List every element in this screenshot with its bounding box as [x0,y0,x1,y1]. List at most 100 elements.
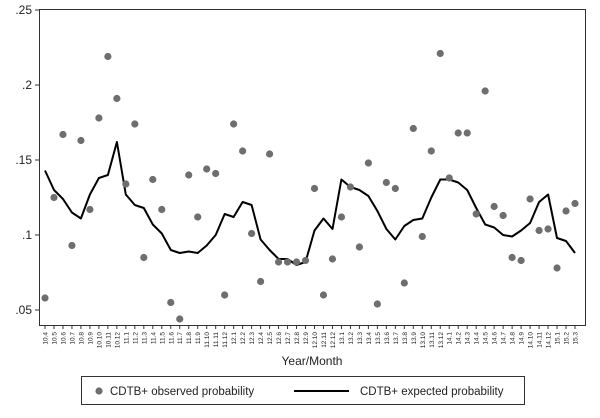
observed-point [194,213,202,221]
observed-point [319,291,328,299]
observed-point [131,120,139,128]
x-tick-label: 11.9 [195,332,202,345]
x-tick-label: 13.4 [366,332,373,345]
x-tick-label: 12.9 [303,332,310,345]
x-tick-label: 14.6 [492,332,499,345]
data-marks [41,49,579,323]
x-tick-label: 14.7 [501,332,508,345]
x-tick-label: 14.2 [456,332,463,345]
legend-label-observed: CDTB+ observed probability [110,386,254,398]
x-tick-label: 12.7 [285,332,292,345]
observed-point [212,169,220,178]
x-tick-label: 13.10 [420,332,427,349]
observed-point [346,183,355,191]
legend-label-expected: CDTB+ expected probability [360,386,504,398]
observed-point [274,258,283,266]
x-tick-label: 15.2 [564,332,571,345]
x-tick-label: 14.8 [510,332,517,345]
observed-point [158,205,166,214]
observed-point [481,87,489,95]
observed-point [499,211,507,220]
x-tick-label: 13.1 [339,332,346,345]
observed-point [41,294,49,302]
x-tick-label: 12.4 [258,332,265,345]
x-tick-label: 11.1 [123,332,130,345]
x-tick-label: 13.6 [384,332,391,345]
observed-point [86,205,94,214]
observed-point [463,129,471,137]
observed-point [409,124,417,133]
x-tick-label: 10.4 [43,332,50,345]
expected-probability-line [44,141,576,266]
x-axis-title: Year/Month [282,354,343,368]
x-tick-label: 10.9 [87,332,94,345]
x-tick-label: 10.7 [69,332,76,345]
x-tick-label: 13.11 [429,332,436,348]
y-tick-label: .1 [22,228,32,242]
observed-point [149,175,157,184]
observed-point [472,210,480,218]
x-tick-label: 13.7 [393,332,400,345]
observed-point [310,184,319,193]
observed-point [203,165,211,173]
observed-point [230,120,238,128]
observed-point [544,225,552,233]
x-tick-label: 11.4 [150,332,157,345]
x-tick-label: 12.3 [249,332,256,345]
y-tick-label: .2 [22,78,32,92]
x-tick-label: 11.3 [141,332,148,345]
x-tick-label: 15.1 [555,332,562,345]
observed-point [517,256,525,265]
x-tick-label: 13.3 [357,332,364,345]
x-tick-label: 13.5 [375,332,382,345]
observed-point [167,298,175,307]
x-tick-label: 10.8 [78,332,85,345]
observed-point [292,258,301,266]
x-tick-label: 14.10 [528,332,535,349]
observed-point [248,229,256,238]
observed-point [445,174,453,182]
x-tick-label: 12.11 [321,332,328,348]
observed-point [283,258,292,266]
observed-point [59,130,67,139]
x-tick-label: 14.1 [447,332,454,345]
x-tick-label: 10.12 [114,332,121,349]
observed-point [508,253,516,262]
x-tick-label: 12.2 [240,332,247,345]
x-tick-label: 13.9 [411,332,418,345]
observed-point [176,315,184,323]
legend: CDTB+ observed probability CDTB+ expecte… [81,376,525,405]
x-tick-label: 11.12 [222,332,229,348]
x-tick-label: 14.4 [474,332,481,345]
x-tick-label: 13.12 [438,332,445,349]
observed-point [364,159,372,167]
observed-point [436,49,444,58]
x-tick-label: 11.10 [204,332,211,348]
x-tick-label: 11.6 [168,332,175,345]
x-tick-label: 13.8 [402,332,409,345]
x-tick-label: 11.2 [132,332,139,345]
observed-point [104,52,112,61]
x-tick-label: 14.12 [546,332,553,349]
observed-point [418,232,426,241]
observed-point [50,193,58,202]
y-tick-label: .25 [15,3,32,17]
x-tick-label: 12.10 [312,332,319,349]
x-tick-label: 10.10 [96,332,103,349]
x-tick-label: 12.12 [330,332,337,349]
observed-point [454,129,462,137]
observed-point [382,178,390,187]
observed-point [571,199,579,208]
x-tick-label: 14.5 [483,332,490,345]
observed-point [68,241,76,250]
y-tick-label: .15 [15,153,32,167]
observed-point [256,277,265,286]
observed-point [490,202,498,211]
observed-point [77,136,85,145]
plot-frame [39,9,586,326]
observed-point [185,171,193,179]
x-tick-label: 12.1 [231,332,238,345]
observed-point [562,207,570,215]
x-tick-label: 12.6 [276,332,283,345]
